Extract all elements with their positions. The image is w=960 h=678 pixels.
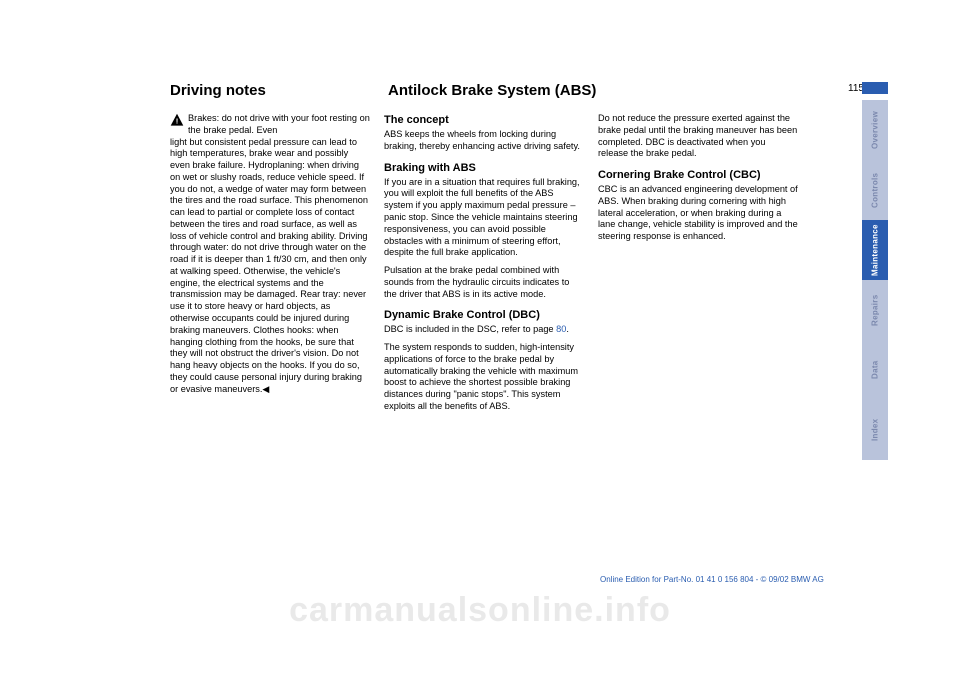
warning-lead: Brakes: do not drive with your foot rest… [188, 113, 370, 137]
page-link-80[interactable]: 80 [556, 324, 566, 334]
subhead-concept: The concept [384, 113, 584, 127]
subhead-dbc: Dynamic Brake Control (DBC) [384, 308, 584, 322]
footer-edition: Online Edition for Part-No. 01 41 0 156 … [600, 575, 824, 584]
para-dbc-ref-a: DBC is included in the DSC, refer to pag… [384, 324, 556, 334]
page-content: Driving notes Antilock Brake System (ABS… [170, 82, 870, 419]
headings-row: Driving notes Antilock Brake System (ABS… [170, 82, 870, 99]
column-1: ! Brakes: do not drive with your foot re… [170, 113, 370, 419]
para-cbc: CBC is an advanced engineering developme… [598, 184, 798, 243]
tab-index[interactable]: Index [862, 400, 888, 460]
heading-left: Driving notes [170, 82, 388, 99]
tab-data[interactable]: Data [862, 340, 888, 400]
tab-repairs[interactable]: Repairs [862, 280, 888, 340]
para-dbc-cont: Do not reduce the pressure exerted again… [598, 113, 798, 160]
columns: ! Brakes: do not drive with your foot re… [170, 113, 870, 419]
tab-controls[interactable]: Controls [862, 160, 888, 220]
subhead-cbc: Cornering Brake Control (CBC) [598, 168, 798, 182]
para-dbc-ref-b: . [566, 324, 569, 334]
page-number-bar [862, 82, 888, 94]
svg-text:!: ! [176, 117, 179, 126]
para-braking-abs-2: Pulsation at the brake pedal combined wi… [384, 265, 584, 300]
tab-maintenance[interactable]: Maintenance [862, 220, 888, 280]
para-braking-abs-1: If you are in a situation that requires … [384, 177, 584, 259]
side-tabs: Overview Controls Maintenance Repairs Da… [862, 100, 888, 460]
column-3: Do not reduce the pressure exerted again… [598, 113, 798, 419]
para-dbc-body: The system responds to sudden, high-inte… [384, 342, 584, 413]
heading-right: Antilock Brake System (ABS) [388, 82, 818, 99]
subhead-braking-abs: Braking with ABS [384, 161, 584, 175]
column-2: The concept ABS keeps the wheels from lo… [384, 113, 584, 419]
warning-body: light but consistent pedal pressure can … [170, 137, 370, 396]
warning-icon: ! [170, 113, 184, 127]
watermark: carmanualsonline.info [0, 591, 960, 630]
tab-overview[interactable]: Overview [862, 100, 888, 160]
para-dbc-ref: DBC is included in the DSC, refer to pag… [384, 324, 584, 336]
warning-block: ! Brakes: do not drive with your foot re… [170, 113, 370, 137]
para-concept: ABS keeps the wheels from locking during… [384, 129, 584, 153]
